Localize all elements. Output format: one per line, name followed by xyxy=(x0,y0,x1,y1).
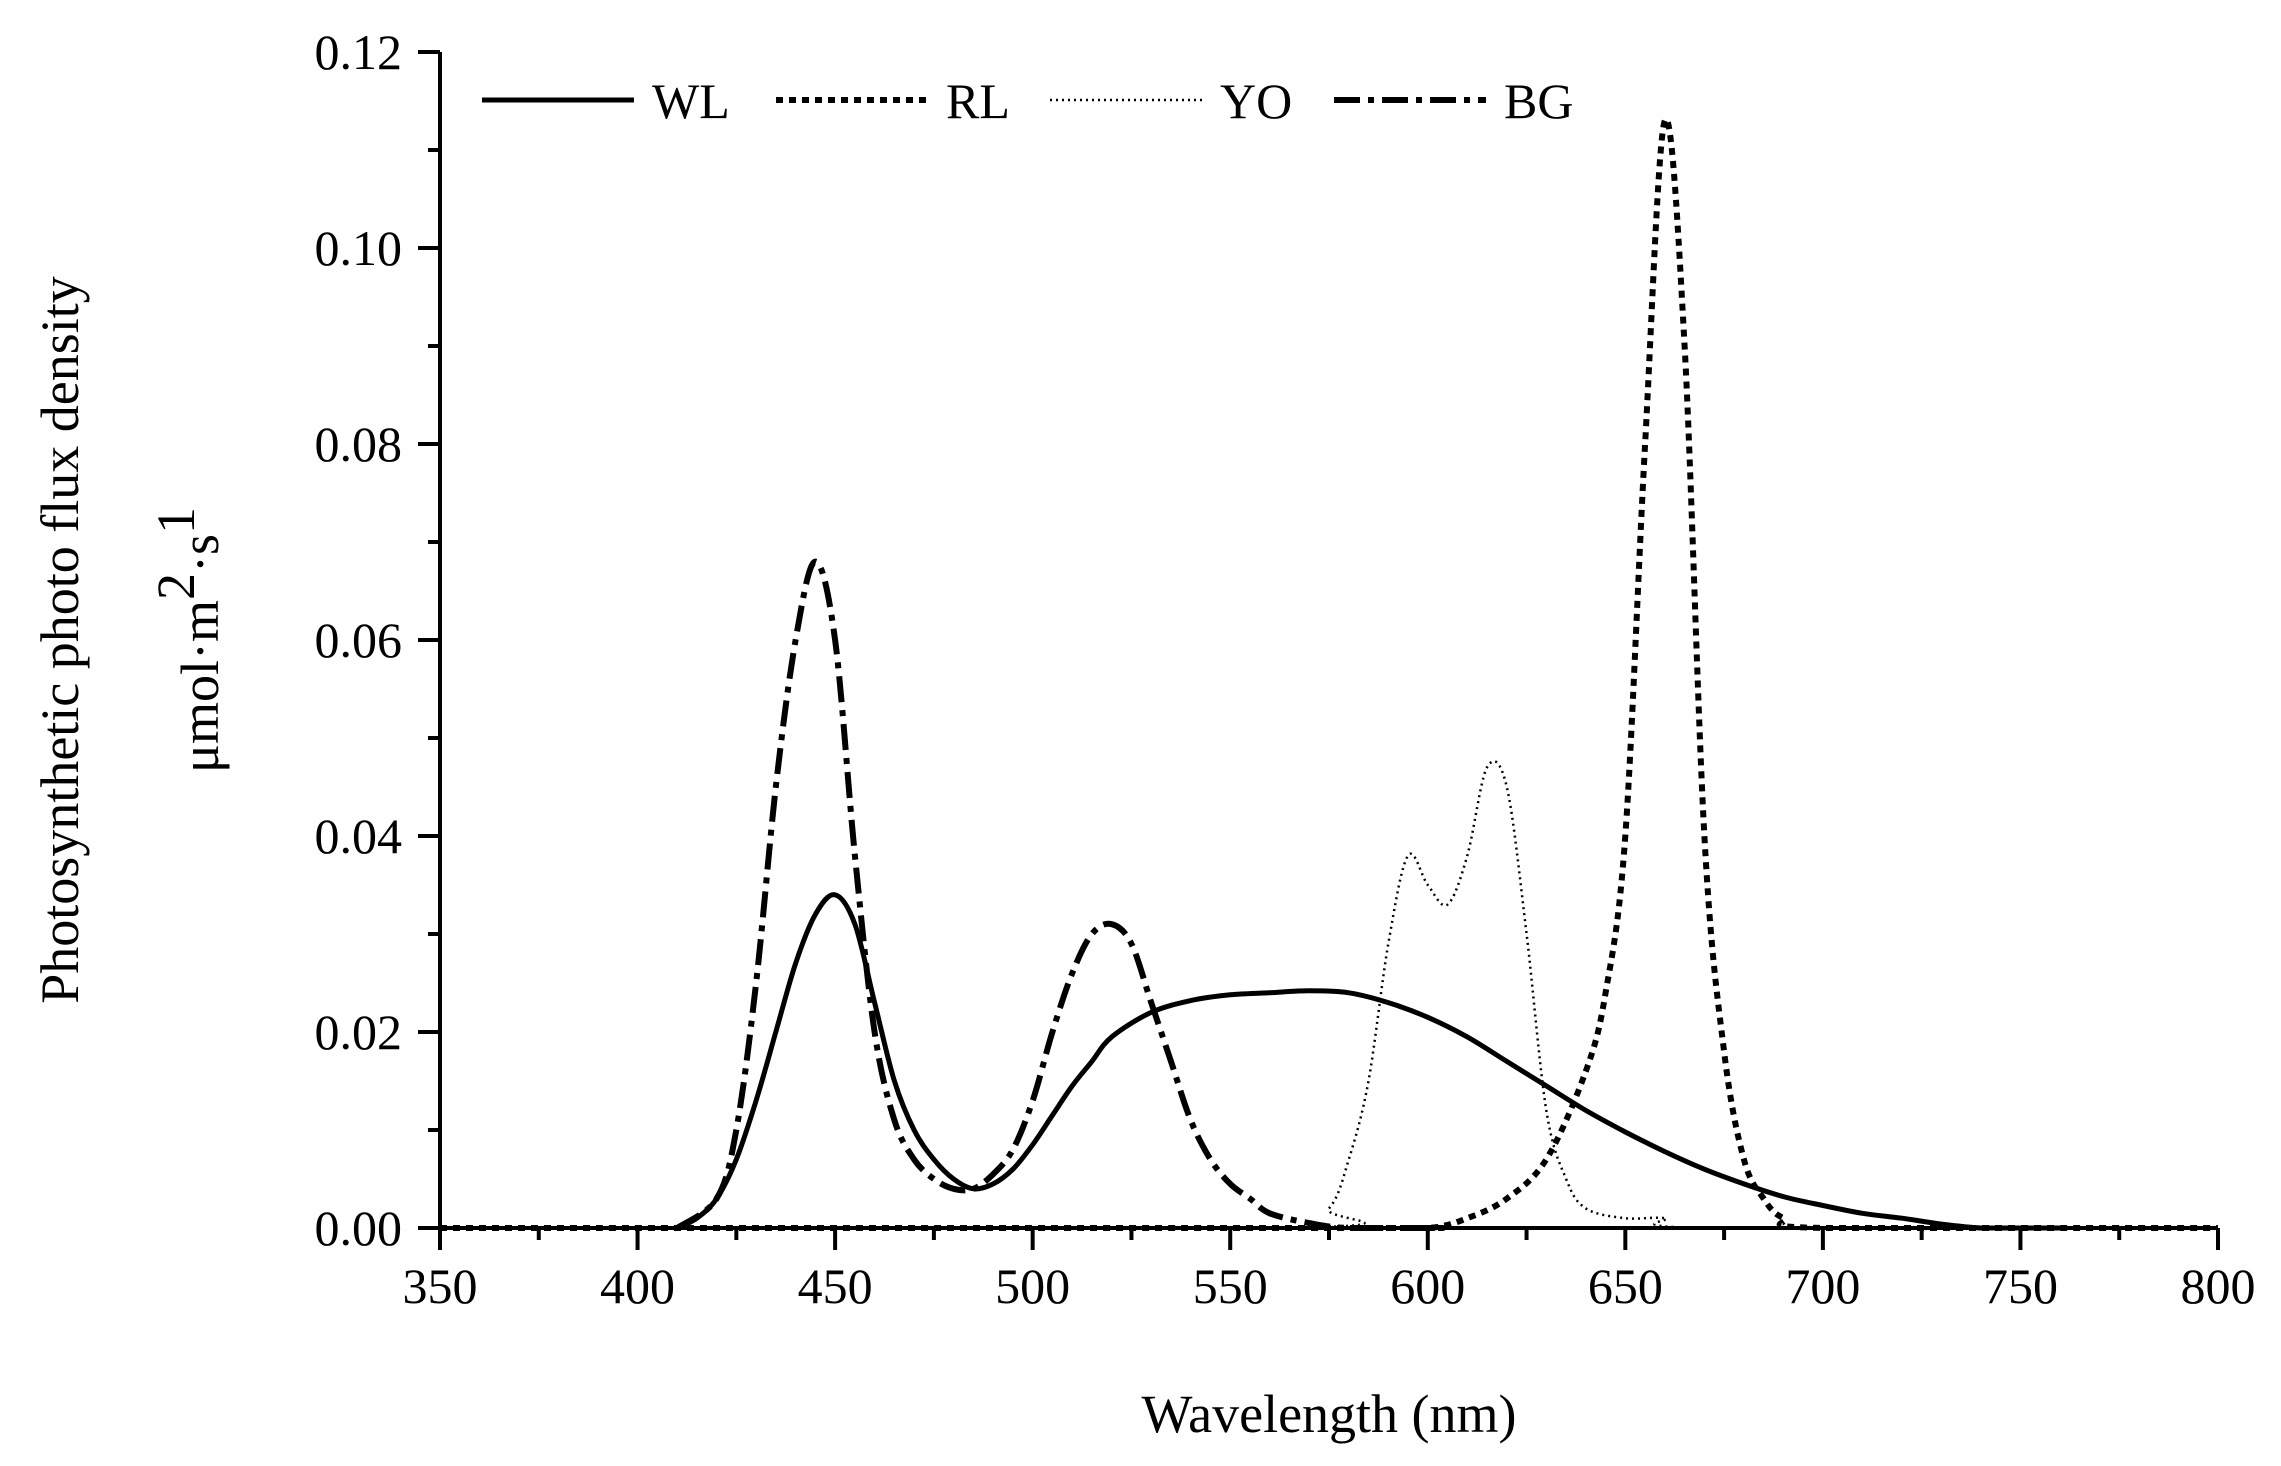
legend-label-yo: YO xyxy=(1220,73,1292,129)
series-line-wl xyxy=(676,892,2060,1231)
legend: WL RL YO BG xyxy=(482,73,1573,129)
y-axis-ticks: 0.00 0.02 0.04 0.06 0.08 0.10 0.12 xyxy=(315,24,440,1256)
y-tick-label: 0.04 xyxy=(315,808,403,864)
y-axis-title-group: Photosynthetic photo flux density μmol·m… xyxy=(30,276,230,1003)
series-line-rl xyxy=(439,116,2218,1232)
x-tick-label: 450 xyxy=(798,1258,873,1314)
y-tick-label: 0.10 xyxy=(315,220,403,276)
y-tick-label: 0.06 xyxy=(315,612,403,668)
y-axis-title: Photosynthetic photo flux density xyxy=(30,276,90,1003)
legend-label-rl: RL xyxy=(946,73,1010,129)
x-tick-label: 600 xyxy=(1390,1258,1465,1314)
plot-area xyxy=(439,116,2218,1232)
series-line-bg xyxy=(675,558,1428,1232)
y-unit-base: μmol·m xyxy=(170,600,230,773)
legend-label-bg: BG xyxy=(1504,73,1573,129)
y-unit-sup-2: 1 xyxy=(146,507,206,534)
y-unit-mid: ·s xyxy=(170,534,230,573)
y-tick-label: 0.02 xyxy=(315,1004,403,1060)
x-tick-label: 800 xyxy=(2181,1258,2256,1314)
y-axis-unit: μmol·m2·s1 xyxy=(146,507,230,773)
x-tick-label: 650 xyxy=(1588,1258,1663,1314)
x-tick-label: 750 xyxy=(1983,1258,2058,1314)
x-axis-ticks: 350 400 450 500 550 600 650 700 750 800 xyxy=(403,1228,2256,1314)
y-unit-sup-1: 2 xyxy=(146,573,206,600)
x-tick-label: 400 xyxy=(600,1258,675,1314)
x-tick-label: 500 xyxy=(995,1258,1070,1314)
series-line-yo xyxy=(439,760,2218,1230)
x-tick-label: 700 xyxy=(1785,1258,1860,1314)
legend-label-wl: WL xyxy=(652,73,730,129)
y-tick-label: 0.08 xyxy=(315,416,403,472)
y-tick-label: 0.12 xyxy=(315,24,403,80)
x-tick-label: 550 xyxy=(1193,1258,1268,1314)
x-tick-label: 350 xyxy=(403,1258,478,1314)
x-axis-title: Wavelength (nm) xyxy=(1141,1384,1516,1444)
y-tick-label: 0.00 xyxy=(315,1200,403,1256)
